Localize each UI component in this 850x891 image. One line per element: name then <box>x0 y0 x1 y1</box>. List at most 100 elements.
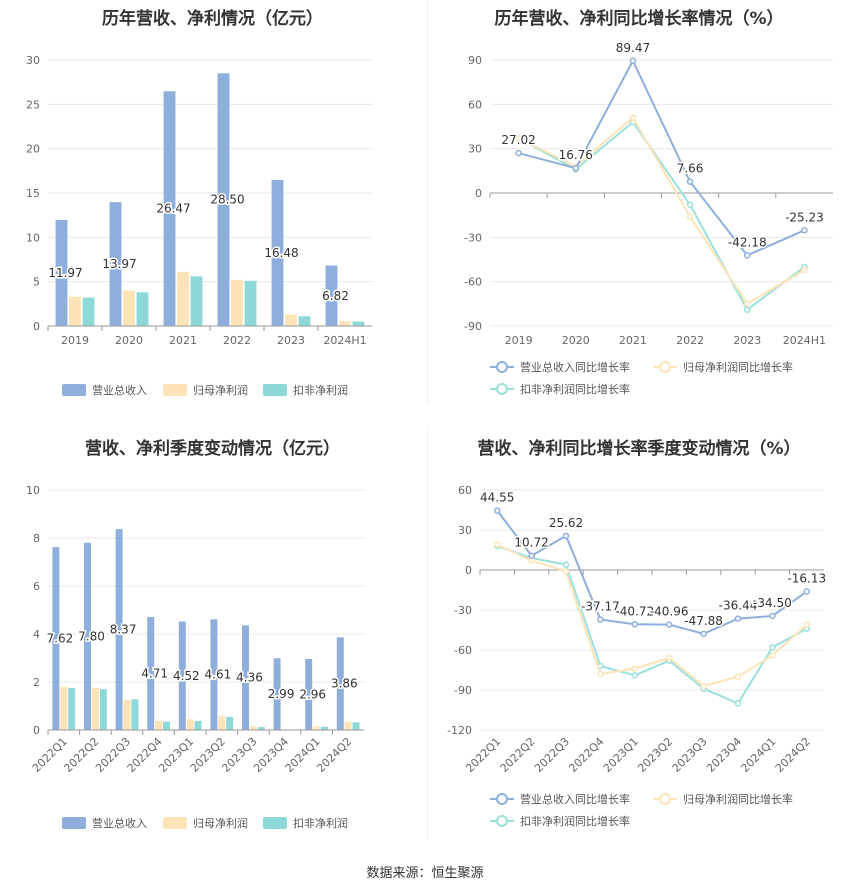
bar <box>109 202 122 326</box>
data-point <box>515 149 522 157</box>
data-point <box>734 700 742 707</box>
data-label: 2.99 <box>268 687 295 701</box>
x-tick-label: 2023Q3 <box>670 735 710 775</box>
y-tick-label: 4 <box>33 628 40 641</box>
data-label: 16.48 <box>264 246 298 260</box>
x-tick-label: 2023Q2 <box>635 735 675 775</box>
bar <box>321 726 328 730</box>
bar <box>325 265 338 326</box>
x-tick-label: 2024Q2 <box>773 735 813 775</box>
quarterly-growth-rate-chart: 营收、净利同比增长率季度变动情况（%） -120 -90 -60 -30 0 30 60 20… <box>428 430 850 850</box>
data-point <box>734 673 742 680</box>
legend-label: 扣非净利润同比增长率 <box>520 382 630 396</box>
bar <box>339 321 351 326</box>
data-point <box>686 178 694 185</box>
data-point <box>629 57 637 65</box>
data-label: 4.36 <box>236 671 263 685</box>
data-source-note: 数据来源：恒生聚源 <box>366 866 484 881</box>
x-tick-label: 2020 <box>562 334 590 347</box>
x-tick-label: 2023Q4 <box>704 735 744 775</box>
bar <box>231 279 243 326</box>
x-tick-label: 2023 <box>733 334 761 347</box>
data-label: 44.55 <box>480 491 514 505</box>
data-point <box>562 568 570 575</box>
legend-swatch <box>62 817 86 829</box>
y-tick-label: -90 <box>454 684 472 697</box>
data-label: 7.62 <box>47 632 74 646</box>
data-label: -36.44 <box>719 599 758 613</box>
bar <box>273 658 281 730</box>
data-point <box>562 561 570 568</box>
y-tick-label: 30 <box>458 524 472 537</box>
data-label: 89.47 <box>616 41 650 55</box>
data-label: 3.86 <box>331 677 358 691</box>
legend-swatch <box>263 817 287 829</box>
data-label: 26.47 <box>156 202 190 216</box>
data-point <box>597 616 604 623</box>
bar <box>344 721 352 730</box>
data-label: 4.52 <box>173 669 200 683</box>
bar <box>91 688 99 730</box>
legend-label: 归母净利润 <box>193 816 248 830</box>
data-label: 11.97 <box>48 266 82 280</box>
annual-line-chart-svg: -90 -60 -30 0 30 60 90 2019 2020 2021 2022 2023 2024… <box>464 39 833 396</box>
legend-label: 归母净利润同比增长率 <box>683 792 793 806</box>
bar <box>285 314 297 326</box>
legend-marker-swatch <box>496 815 508 827</box>
x-tick-label: 2022Q4 <box>566 735 606 775</box>
legend-marker-swatch <box>496 793 508 805</box>
bar <box>217 73 230 326</box>
data-point <box>528 552 535 559</box>
bar <box>352 722 360 730</box>
y-tick-label: 0 <box>465 564 472 577</box>
bar <box>52 547 60 730</box>
annual-bar-chart-svg: 0 5 10 15 20 25 30 2019 2020 2021 2022 2023 2024H1 11… <box>26 54 372 397</box>
bar <box>218 715 226 730</box>
bar <box>336 637 344 730</box>
data-label: 6.82 <box>322 289 349 303</box>
y-tick-label: 15 <box>26 187 40 200</box>
panel-divider-bottom <box>427 430 428 840</box>
y-tick-label: 6 <box>33 580 40 593</box>
y-tick-label: 10 <box>26 484 40 497</box>
bar <box>155 720 163 730</box>
data-label: 2.96 <box>299 687 326 701</box>
data-label: 7.66 <box>677 162 704 176</box>
legend-swatch <box>62 384 86 396</box>
bar <box>60 686 68 730</box>
x-tick-label: 2023Q1 <box>601 735 641 775</box>
y-tick-label: 60 <box>468 98 482 111</box>
data-point <box>597 670 604 678</box>
annual-revenue-profit-chart: 历年营收、净利情况（亿元） 0 5 10 15 20 25 30 2019 2020 2021 20… <box>0 0 425 410</box>
bar <box>244 280 257 326</box>
data-point <box>744 306 751 313</box>
series-line <box>496 545 808 705</box>
x-tick-label: 2022 <box>223 334 251 347</box>
data-point <box>686 213 694 220</box>
data-point <box>515 135 522 142</box>
data-label: 13.97 <box>102 257 136 271</box>
data-label: 25.62 <box>549 516 583 530</box>
x-tick-label: 2019 <box>505 334 533 347</box>
y-tick-label: 30 <box>26 54 40 67</box>
data-point <box>631 621 639 628</box>
y-tick-label: -30 <box>454 604 472 617</box>
bar <box>352 321 365 326</box>
legend-label: 归母净利润同比增长率 <box>683 360 793 374</box>
bar <box>190 276 203 326</box>
y-tick-label: -120 <box>447 724 472 737</box>
data-point <box>744 300 751 308</box>
y-tick-label: 0 <box>33 320 40 333</box>
x-tick-label: 2024H1 <box>783 334 826 347</box>
data-point <box>562 532 570 540</box>
data-label: 27.02 <box>501 133 535 147</box>
data-label: -34.50 <box>753 596 792 610</box>
bar <box>257 727 265 730</box>
annual-growth-rate-chart: 历年营收、净利同比增长率情况（%） -90 -60 -30 0 30 60 90 2019 20… <box>428 0 850 410</box>
bar <box>177 271 189 326</box>
x-tick-label: 2022Q1 <box>463 735 503 775</box>
bar <box>99 689 107 730</box>
y-tick-label: -60 <box>454 644 472 657</box>
bar <box>115 529 123 730</box>
data-label: 28.50 <box>210 193 244 207</box>
